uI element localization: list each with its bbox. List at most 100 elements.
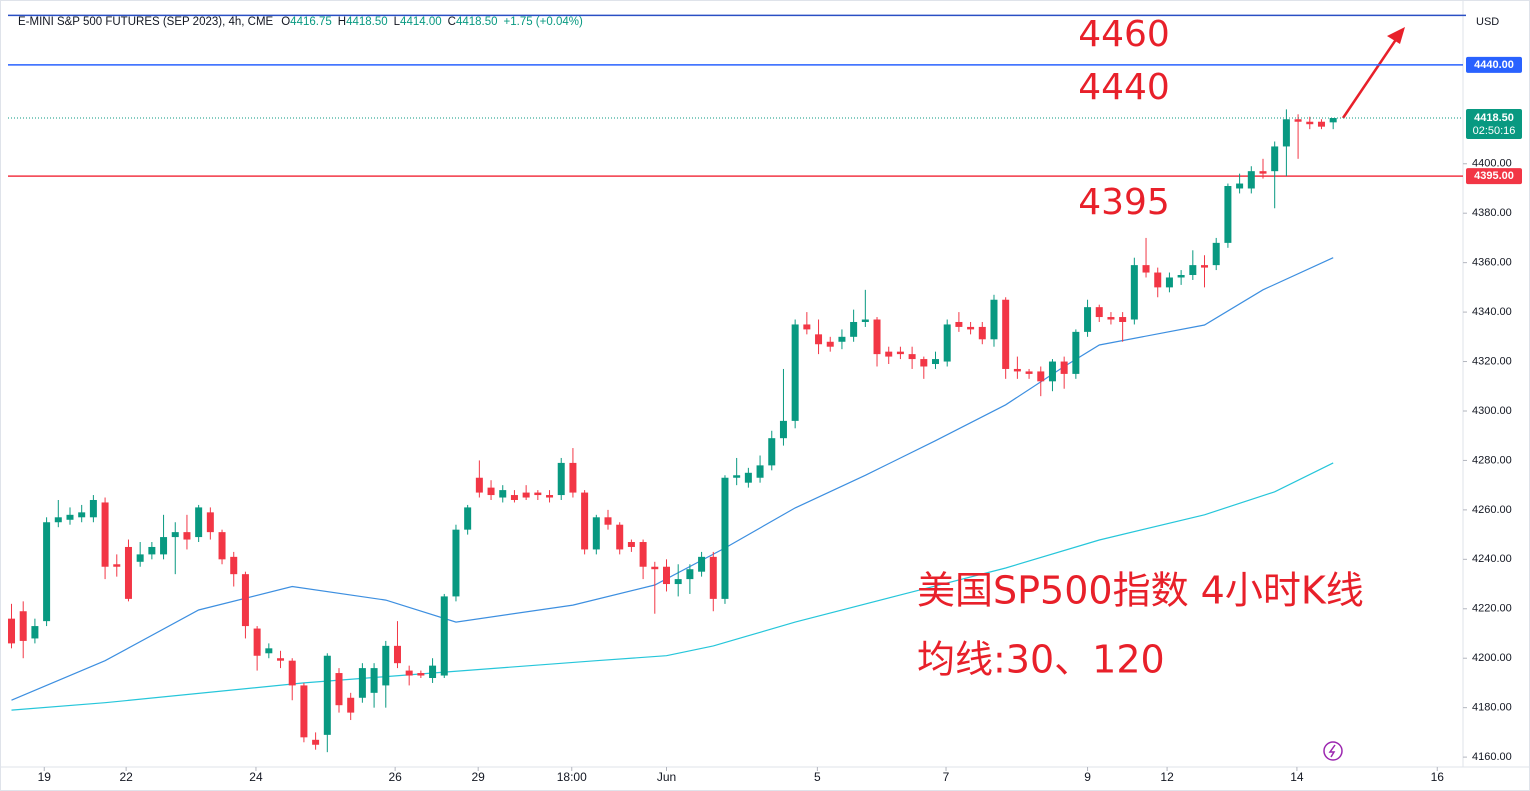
candle-body <box>171 532 179 538</box>
caption: 均线:30、120 <box>917 638 1165 682</box>
candle-body <box>1236 183 1244 189</box>
icon-circle[interactable] <box>1323 741 1343 761</box>
candle-body <box>1025 371 1033 374</box>
candle-body <box>1212 242 1220 266</box>
candle-body <box>557 462 565 496</box>
candle-body <box>78 512 86 518</box>
candle-body <box>990 299 998 340</box>
level-annotation: 4440 <box>1078 67 1170 108</box>
arrow <box>1341 27 1405 119</box>
candle-body <box>932 359 940 365</box>
x-tick-label: 24 <box>249 770 263 784</box>
x-tick-label: 12 <box>1160 770 1174 784</box>
candle-body <box>967 326 975 330</box>
x-tick-label: 5 <box>814 770 821 784</box>
y-tick-label: 4240.00 <box>1472 553 1512 565</box>
candle-body <box>1259 171 1267 174</box>
last-price-label: 4418.50 <box>1474 112 1514 124</box>
candle-body <box>908 354 916 360</box>
candle-body <box>487 487 495 496</box>
header-title: E-MINI S&P 500 FUTURES (SEP 2023), 4h, C… <box>18 16 274 28</box>
candle-body <box>19 611 27 641</box>
candle-body <box>440 596 448 676</box>
candle-body <box>686 569 694 580</box>
candle-body <box>1095 307 1103 318</box>
candle-body <box>651 566 659 570</box>
candle-body <box>288 660 296 686</box>
candle-body <box>89 499 97 518</box>
candle-body <box>1072 331 1080 374</box>
candle-body <box>405 670 413 676</box>
icon-bolt[interactable] <box>1328 744 1336 758</box>
candle-body <box>522 492 530 498</box>
candle-body <box>218 532 226 560</box>
y-tick-label: 4220.00 <box>1472 603 1512 615</box>
candle-body <box>662 566 670 585</box>
candle-body <box>779 420 787 439</box>
candle-body <box>873 319 881 355</box>
arrow-head <box>1387 27 1405 44</box>
candle-body <box>1177 275 1185 278</box>
candle-body <box>1329 118 1337 123</box>
level-tag <box>1466 56 1522 73</box>
candle-body <box>698 556 706 572</box>
candle-body <box>31 626 39 639</box>
candle-body <box>616 524 624 550</box>
candle-body <box>393 645 401 664</box>
x-tick-label: 26 <box>388 770 402 784</box>
header: E-MINI S&P 500 FUTURES (SEP 2023), 4h, C… <box>18 16 583 28</box>
candle-body <box>1107 317 1115 320</box>
caption: 美国SP500指数 4小时K线 <box>917 569 1364 613</box>
header-change: +1.75 (+0.04%) <box>504 16 583 28</box>
candle-body <box>499 490 507 498</box>
x-tick-label: Jun <box>657 770 676 784</box>
candle-body <box>1013 368 1021 372</box>
candle-body <box>627 542 635 547</box>
x-tick-label: 16 <box>1431 770 1445 784</box>
candle-body <box>1189 265 1197 276</box>
arrow-shaft <box>1341 37 1399 119</box>
ohlc-key: C <box>448 16 456 28</box>
last-price-tag <box>1466 109 1522 140</box>
y-tick-label: 4400.00 <box>1472 158 1512 170</box>
ohlc-key: H <box>338 16 346 28</box>
y-tick-label: 4340.00 <box>1472 306 1512 318</box>
y-tick-label: 4180.00 <box>1472 702 1512 714</box>
candle-body <box>1130 265 1138 320</box>
candle-body <box>148 546 156 555</box>
level-annotation: 4460 <box>1078 14 1170 55</box>
x-tick-label: 18:00 <box>557 770 587 784</box>
candle-body <box>230 556 238 575</box>
candle-body <box>1119 317 1127 322</box>
y-tick-label: 4300.00 <box>1472 405 1512 417</box>
candle-body <box>1294 119 1302 122</box>
candle-body <box>733 475 741 478</box>
candle-body <box>850 321 858 337</box>
candle-body <box>744 472 752 483</box>
candle-body <box>978 326 986 340</box>
candle-body <box>756 465 764 478</box>
candle-body <box>534 492 542 496</box>
candle-body <box>709 556 717 599</box>
ohlc-key: O <box>281 16 290 28</box>
candle-body <box>1154 272 1162 288</box>
x-tick-label: 19 <box>38 770 52 784</box>
candle-body <box>183 532 191 540</box>
x-tick-label: 9 <box>1084 770 1091 784</box>
candle-body <box>370 668 378 693</box>
candle-body <box>475 477 483 493</box>
y-tick-label: 4360.00 <box>1472 257 1512 269</box>
candle-body <box>195 507 203 538</box>
candle-body <box>241 574 249 627</box>
candle-body <box>265 648 273 654</box>
candle-body <box>66 514 74 520</box>
candle-body <box>1317 121 1325 127</box>
replay-icon[interactable] <box>1323 741 1343 761</box>
candle-body <box>335 673 343 706</box>
candle-body <box>1224 186 1232 243</box>
candle-body <box>592 517 600 550</box>
ohlc-value: 4418.50 <box>456 16 498 28</box>
candle-body <box>358 668 366 698</box>
candle-body <box>312 739 320 745</box>
